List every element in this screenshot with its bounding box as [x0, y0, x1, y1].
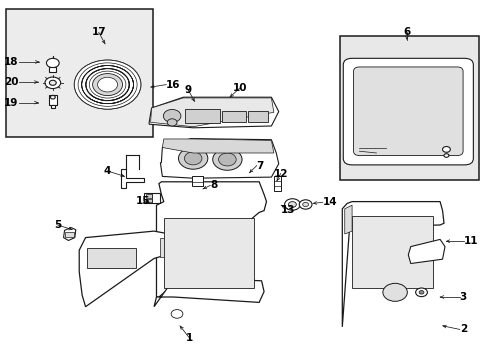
Polygon shape: [79, 231, 175, 307]
Polygon shape: [344, 205, 351, 234]
Bar: [49, 95, 57, 105]
Circle shape: [49, 80, 56, 85]
Bar: [145, 199, 151, 202]
Text: 3: 3: [459, 292, 466, 302]
Text: 9: 9: [184, 85, 191, 95]
Bar: [192, 176, 203, 186]
Circle shape: [167, 119, 177, 126]
Circle shape: [302, 202, 308, 207]
Bar: [163, 218, 254, 288]
Bar: [144, 193, 160, 203]
Text: 18: 18: [4, 57, 19, 67]
Bar: [145, 194, 151, 198]
Text: 5: 5: [54, 220, 61, 230]
Polygon shape: [149, 97, 278, 128]
Circle shape: [46, 58, 59, 68]
Circle shape: [74, 60, 141, 109]
Circle shape: [415, 288, 427, 297]
Circle shape: [418, 291, 423, 294]
Polygon shape: [150, 98, 273, 127]
FancyBboxPatch shape: [343, 58, 472, 165]
Circle shape: [288, 202, 296, 207]
Text: 20: 20: [4, 77, 19, 87]
FancyBboxPatch shape: [353, 67, 462, 156]
Circle shape: [171, 310, 183, 318]
Circle shape: [284, 199, 300, 210]
Polygon shape: [63, 228, 76, 240]
Circle shape: [45, 77, 61, 89]
Circle shape: [92, 73, 122, 96]
Text: 2: 2: [459, 324, 466, 334]
Circle shape: [98, 77, 117, 92]
Bar: [339, 36, 478, 180]
Text: 16: 16: [166, 80, 181, 90]
Bar: [49, 67, 56, 72]
Text: 4: 4: [103, 166, 111, 176]
Text: 14: 14: [322, 197, 337, 207]
Bar: [87, 248, 136, 268]
Circle shape: [50, 95, 55, 99]
Polygon shape: [160, 139, 278, 178]
Bar: [184, 109, 220, 123]
Polygon shape: [407, 239, 444, 264]
Circle shape: [218, 153, 236, 166]
Circle shape: [163, 109, 181, 122]
Bar: [65, 232, 74, 237]
Polygon shape: [342, 202, 443, 327]
Circle shape: [382, 283, 407, 301]
Bar: [273, 176, 280, 191]
Text: 8: 8: [210, 180, 217, 190]
Text: 19: 19: [4, 98, 19, 108]
Polygon shape: [121, 169, 144, 188]
Circle shape: [443, 154, 448, 157]
Text: 1: 1: [186, 333, 193, 343]
Text: 10: 10: [232, 83, 246, 93]
Bar: [160, 238, 163, 257]
Text: 7: 7: [256, 161, 264, 171]
Bar: [351, 216, 432, 288]
Bar: [248, 111, 267, 122]
Bar: [51, 105, 55, 108]
Polygon shape: [154, 277, 264, 307]
Polygon shape: [162, 139, 273, 153]
Polygon shape: [156, 182, 266, 297]
Circle shape: [212, 149, 242, 170]
Bar: [222, 111, 245, 122]
Text: 12: 12: [273, 168, 287, 179]
Bar: [6, 9, 152, 137]
Circle shape: [442, 147, 449, 152]
Text: 6: 6: [403, 27, 409, 37]
Circle shape: [299, 200, 311, 209]
Text: 11: 11: [463, 236, 477, 246]
Text: 15: 15: [136, 196, 150, 206]
Text: 13: 13: [281, 204, 295, 215]
Circle shape: [184, 152, 202, 165]
Circle shape: [74, 60, 141, 109]
Circle shape: [178, 148, 207, 169]
Text: 17: 17: [91, 27, 106, 37]
